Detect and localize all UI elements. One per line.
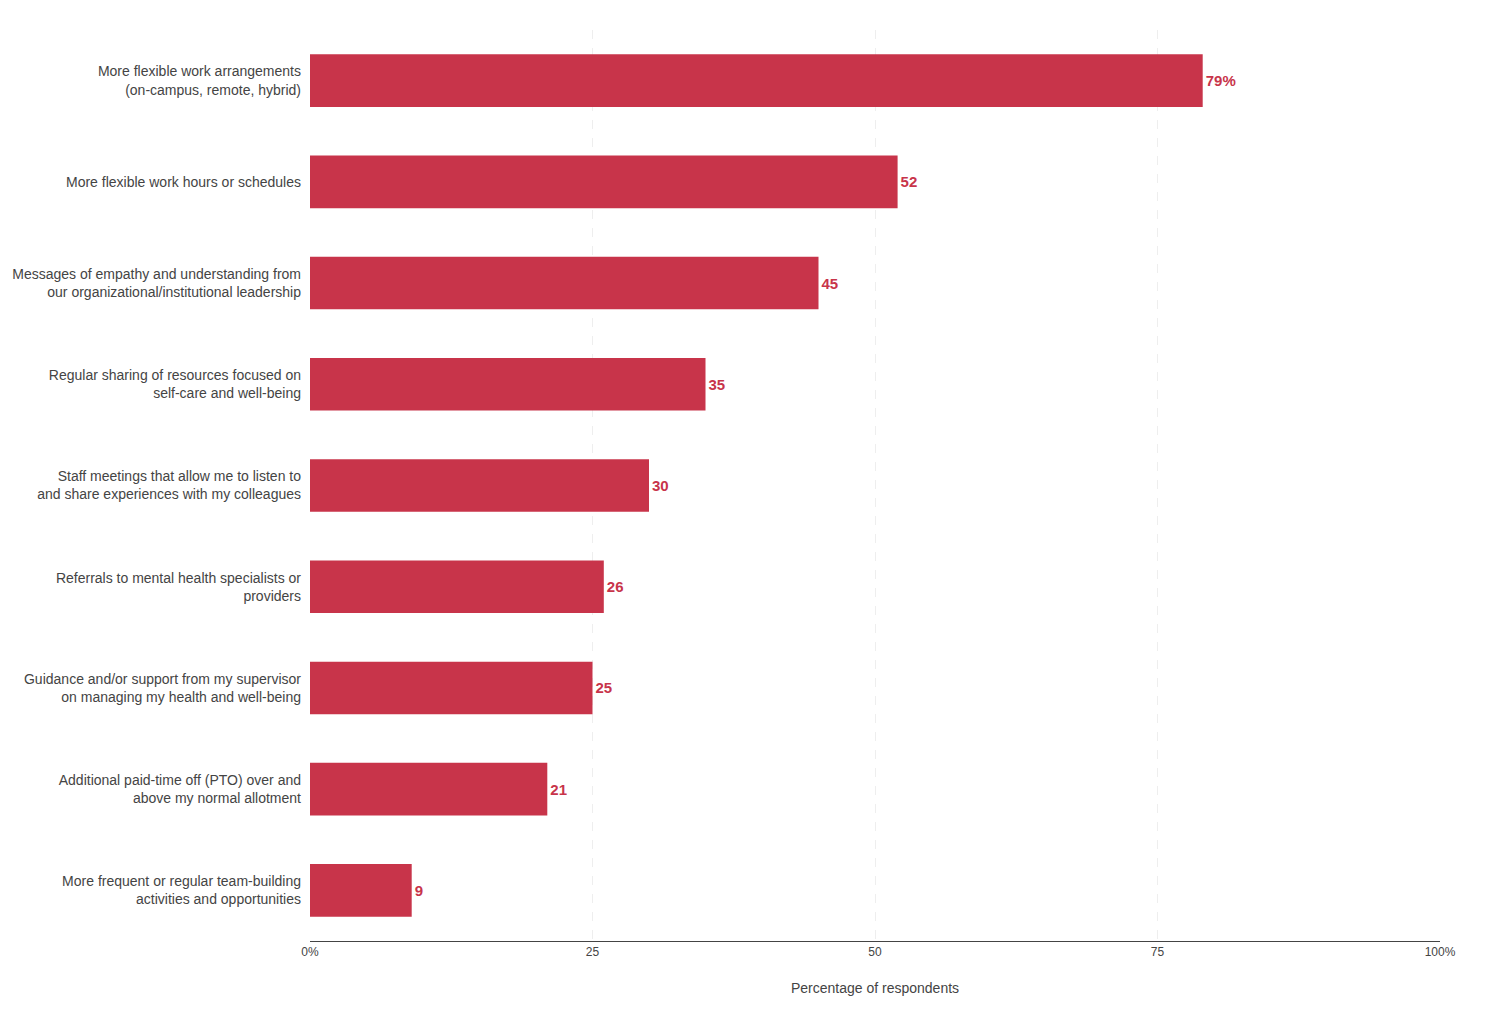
svg-text:45: 45 — [822, 275, 839, 292]
svg-text:21: 21 — [550, 781, 567, 798]
svg-text:100%: 100% — [1425, 945, 1456, 959]
svg-text:Staff meetings that allow me t: Staff meetings that allow me to listen t… — [37, 468, 301, 502]
svg-text:Percentage of respondents: Percentage of respondents — [791, 980, 959, 996]
svg-text:25: 25 — [586, 945, 600, 959]
svg-text:25: 25 — [596, 679, 613, 696]
svg-text:50: 50 — [868, 945, 882, 959]
svg-text:26: 26 — [607, 578, 624, 595]
svg-text:0%: 0% — [301, 945, 319, 959]
svg-text:52: 52 — [901, 173, 918, 190]
svg-text:More frequent or regular team-: More frequent or regular team-buildingac… — [62, 873, 301, 907]
svg-text:Guidance and/or support from m: Guidance and/or support from my supervis… — [24, 671, 301, 705]
svg-text:75: 75 — [1151, 945, 1165, 959]
svg-text:30: 30 — [652, 477, 669, 494]
svg-text:Referrals to mental health spe: Referrals to mental health specialists o… — [56, 570, 301, 604]
svg-text:9: 9 — [415, 882, 423, 899]
svg-text:79%: 79% — [1206, 72, 1236, 89]
svg-text:More flexible work hours or sc: More flexible work hours or schedules — [66, 174, 301, 190]
svg-text:Regular sharing of resources f: Regular sharing of resources focused ons… — [49, 367, 301, 401]
svg-text:Messages of empathy and unders: Messages of empathy and understanding fr… — [12, 266, 301, 300]
svg-text:35: 35 — [709, 376, 726, 393]
svg-text:More flexible work arrangement: More flexible work arrangements(on-campu… — [98, 63, 301, 97]
svg-text:Additional paid-time off (PTO): Additional paid-time off (PTO) over anda… — [59, 772, 301, 806]
